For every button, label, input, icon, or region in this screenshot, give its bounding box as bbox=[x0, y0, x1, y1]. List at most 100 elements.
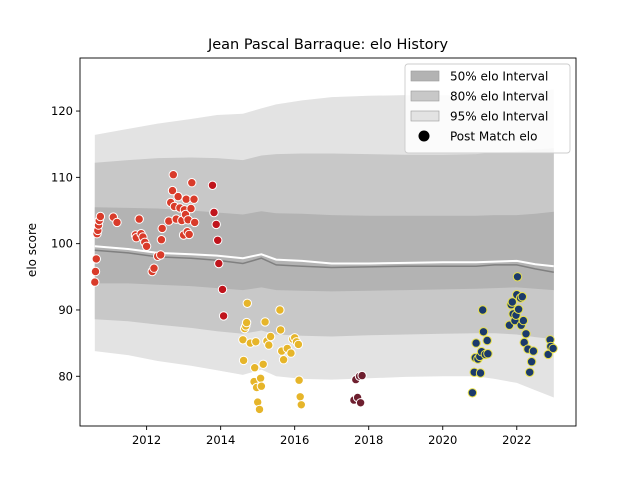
data-point bbox=[251, 337, 261, 347]
data-point bbox=[475, 368, 486, 378]
legend-label: Post Match elo bbox=[450, 130, 537, 144]
legend-box bbox=[404, 63, 571, 154]
band-50 bbox=[94, 207, 554, 292]
x-tick-label: 2022 bbox=[502, 433, 531, 447]
data-point bbox=[187, 178, 197, 188]
data-point bbox=[186, 203, 196, 214]
data-point bbox=[156, 250, 166, 260]
data-point bbox=[218, 311, 229, 321]
data-point bbox=[213, 235, 223, 246]
data-point bbox=[190, 217, 200, 228]
x-tick-label: 2018 bbox=[354, 433, 383, 447]
data-point bbox=[211, 219, 221, 230]
data-point bbox=[278, 355, 289, 365]
data-point bbox=[254, 404, 265, 415]
data-point bbox=[482, 335, 492, 346]
legend: 50% elo Interval 80% elo Interval 95% elo … bbox=[404, 63, 571, 154]
series-2 bbox=[238, 298, 306, 415]
legend-label: 80% elo Interval bbox=[450, 90, 548, 104]
data-point bbox=[91, 254, 102, 264]
y-axis-label: elo score bbox=[25, 223, 39, 277]
data-point bbox=[265, 331, 276, 342]
data-point bbox=[296, 400, 306, 410]
legend-swatch bbox=[410, 110, 440, 122]
data-point bbox=[517, 292, 527, 302]
data-point bbox=[286, 348, 296, 358]
data-point bbox=[357, 370, 367, 381]
x-tick-label: 2016 bbox=[280, 433, 309, 447]
data-point bbox=[548, 343, 558, 354]
x-tick-label: 2020 bbox=[428, 433, 457, 447]
series-0 bbox=[90, 170, 200, 287]
data-point bbox=[95, 211, 106, 222]
axes: 2012 2014 2016 2018 2020 2022 80 90 100 110 120 bbox=[51, 57, 577, 447]
series-1 bbox=[207, 180, 229, 321]
legend-label: 50% elo Interval bbox=[450, 70, 548, 84]
data-point bbox=[275, 305, 285, 315]
data-point bbox=[214, 258, 224, 269]
data-point bbox=[295, 392, 305, 402]
y-tick-label: 120 bbox=[51, 104, 73, 118]
x-tick-label: 2014 bbox=[206, 433, 235, 447]
data-point bbox=[241, 317, 252, 328]
data-point bbox=[149, 263, 159, 273]
y-tick-label: 90 bbox=[58, 303, 73, 317]
data-point bbox=[521, 329, 531, 339]
series-3 bbox=[349, 370, 367, 408]
data-point bbox=[141, 241, 152, 252]
axes-frame bbox=[79, 57, 577, 427]
data-point bbox=[512, 272, 523, 282]
legend-swatch bbox=[410, 70, 440, 82]
data-point bbox=[156, 235, 167, 245]
data-point bbox=[189, 194, 199, 204]
data-point bbox=[513, 304, 524, 314]
data-point bbox=[264, 340, 274, 350]
y-tick-label: 100 bbox=[51, 237, 73, 251]
data-point bbox=[181, 194, 191, 204]
y-tick-label: 80 bbox=[58, 369, 73, 383]
median-line bbox=[94, 249, 554, 273]
data-point bbox=[250, 363, 260, 373]
data-point bbox=[507, 297, 517, 307]
data-point bbox=[167, 185, 178, 196]
data-point bbox=[256, 381, 267, 391]
legend-label: 95% elo Interval bbox=[450, 110, 548, 124]
data-point bbox=[157, 223, 167, 234]
data-point bbox=[112, 217, 122, 228]
mean-line bbox=[94, 245, 554, 268]
legend-marker bbox=[418, 130, 430, 142]
data-point bbox=[134, 214, 144, 224]
data-point bbox=[255, 373, 266, 383]
data-point bbox=[242, 298, 253, 308]
data-point bbox=[525, 367, 535, 377]
data-point bbox=[528, 346, 539, 356]
data-point bbox=[294, 375, 304, 385]
data-point bbox=[217, 284, 228, 295]
data-point bbox=[209, 207, 219, 218]
data-point bbox=[258, 359, 268, 369]
data-point bbox=[478, 327, 489, 337]
plot-area bbox=[90, 89, 558, 415]
series-4 bbox=[467, 272, 558, 398]
data-point bbox=[173, 191, 183, 202]
legend-swatch bbox=[410, 90, 440, 102]
y-tick-label: 110 bbox=[51, 170, 73, 184]
data-point bbox=[526, 357, 537, 367]
data-point bbox=[467, 388, 478, 398]
x-tick-label: 2012 bbox=[132, 433, 161, 447]
data-point bbox=[260, 317, 270, 327]
data-point bbox=[90, 266, 101, 277]
data-point bbox=[275, 325, 286, 335]
chart-title: Jean Pascal Barraque: elo History bbox=[207, 37, 449, 53]
data-point bbox=[207, 180, 218, 191]
data-point bbox=[90, 277, 100, 287]
data-point bbox=[355, 398, 366, 408]
data-point bbox=[238, 355, 249, 366]
data-point bbox=[483, 349, 493, 359]
data-point bbox=[518, 315, 529, 326]
data-point bbox=[478, 305, 488, 315]
data-point bbox=[471, 338, 481, 348]
data-point bbox=[168, 170, 179, 180]
data-point bbox=[293, 339, 304, 350]
data-point bbox=[184, 229, 194, 240]
